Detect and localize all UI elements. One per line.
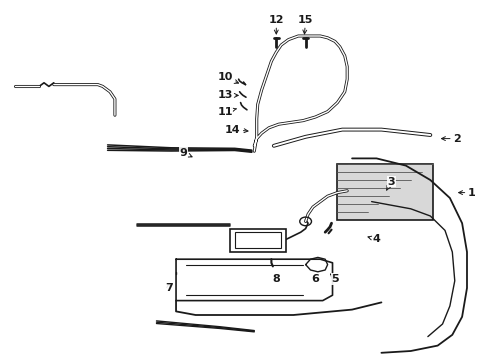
Text: 9: 9: [179, 148, 192, 158]
Text: 4: 4: [367, 234, 380, 244]
Text: 6: 6: [311, 274, 319, 284]
Text: 2: 2: [441, 134, 460, 144]
Text: 12: 12: [268, 15, 284, 34]
Text: 10: 10: [217, 72, 238, 84]
Text: 11: 11: [217, 107, 236, 117]
Text: 1: 1: [458, 188, 475, 198]
Text: 14: 14: [224, 125, 247, 135]
Bar: [229, 229, 285, 252]
Text: 7: 7: [164, 283, 172, 293]
Text: 15: 15: [297, 15, 313, 34]
Text: 3: 3: [386, 177, 394, 190]
Text: 8: 8: [272, 274, 280, 284]
Bar: [337, 164, 432, 220]
Text: 5: 5: [330, 274, 338, 284]
Text: 13: 13: [217, 90, 238, 100]
Bar: [234, 232, 281, 248]
